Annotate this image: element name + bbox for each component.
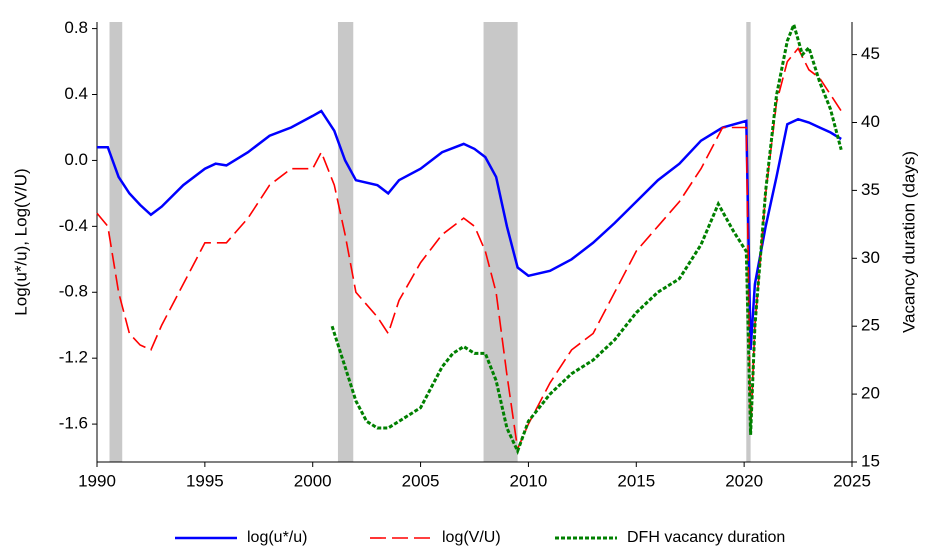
y2-tick-label: 20 bbox=[861, 384, 880, 403]
x-tick-label: 2020 bbox=[725, 471, 763, 490]
y-tick-label: -1.2 bbox=[59, 348, 88, 367]
y2-tick-label: 30 bbox=[861, 248, 880, 267]
y-tick-label: 0.8 bbox=[64, 18, 88, 37]
x-tick-label: 1990 bbox=[78, 471, 116, 490]
x-tick-label: 1995 bbox=[186, 471, 224, 490]
y-tick-label: -0.4 bbox=[59, 216, 88, 235]
y2-tick-label: 40 bbox=[861, 112, 880, 131]
x-tick-label: 2010 bbox=[510, 471, 548, 490]
y-tick-label: -1.6 bbox=[59, 414, 88, 433]
recession-shade bbox=[337, 22, 354, 462]
y-tick-label: -0.8 bbox=[59, 282, 88, 301]
y-tick-label: 0.4 bbox=[64, 84, 88, 103]
y-axis-label: Log(u*/u), Log(V/U) bbox=[11, 168, 30, 315]
recession-shade bbox=[109, 22, 123, 462]
x-tick-label: 2015 bbox=[617, 471, 655, 490]
y2-axis-label: Vacancy duration (days) bbox=[899, 151, 918, 333]
x-tick-label: 2000 bbox=[294, 471, 332, 490]
series-line bbox=[96, 46, 842, 452]
y2-tick-label: 45 bbox=[861, 44, 880, 63]
series-line bbox=[330, 20, 843, 456]
y2-tick-label: 35 bbox=[861, 180, 880, 199]
legend-label: log(V/U) bbox=[442, 529, 501, 546]
y2-tick-label: 25 bbox=[861, 316, 880, 335]
series-line bbox=[97, 109, 842, 350]
x-tick-label: 2005 bbox=[402, 471, 440, 490]
y2-tick-label: 15 bbox=[861, 451, 880, 470]
legend-label: DFH vacancy duration bbox=[627, 529, 785, 546]
y-tick-label: 0.0 bbox=[64, 150, 88, 169]
x-tick-label: 2025 bbox=[833, 471, 871, 490]
legend-label: log(u*/u) bbox=[247, 529, 307, 546]
